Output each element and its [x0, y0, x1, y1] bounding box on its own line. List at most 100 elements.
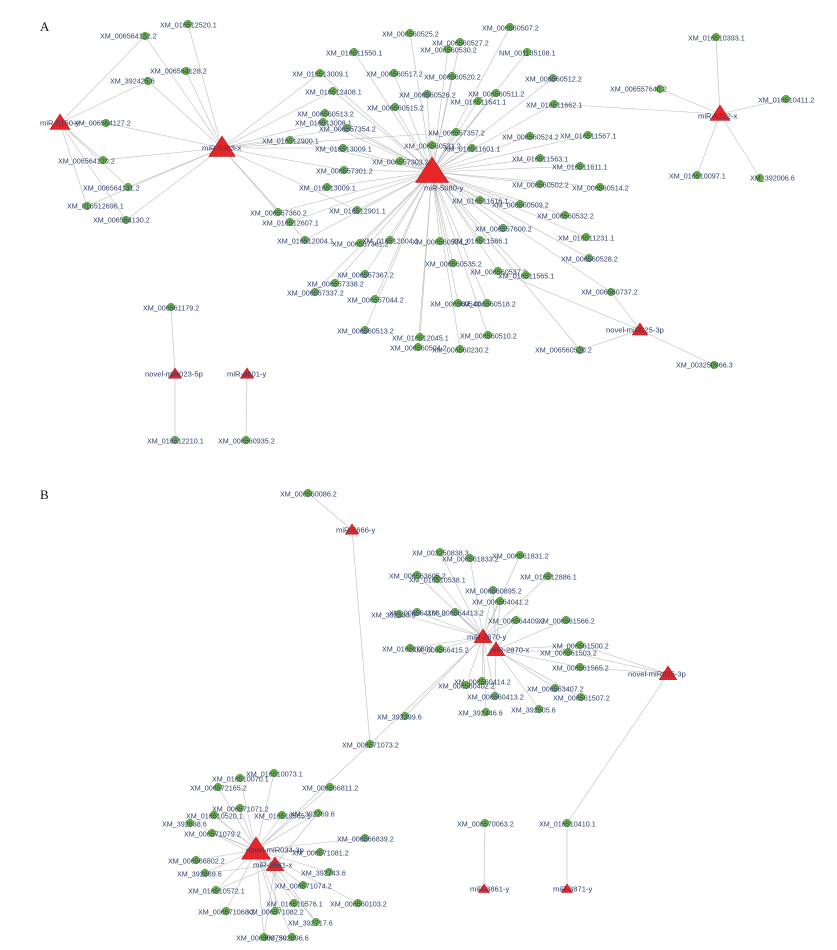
- mirna-label: miR-9581-x: [253, 861, 292, 870]
- target-label: XM_003250838.3: [412, 549, 469, 558]
- target-circle: [213, 782, 223, 792]
- target-circle: [575, 640, 585, 650]
- target-circle: [534, 704, 544, 714]
- mirna-label: novel-miR034-3p: [246, 846, 304, 855]
- edge-m3-e6: [431, 171, 601, 188]
- target-circle: [490, 691, 500, 701]
- target-node: XM_006571071.2: [212, 803, 269, 814]
- target-node: XM_016511567.1: [560, 130, 616, 141]
- target-circle: [211, 885, 221, 895]
- target-circle: [273, 207, 283, 217]
- mirna-triangle: [709, 104, 731, 121]
- edge-m4-i5: [719, 113, 761, 179]
- edge-m5-g4: [497, 270, 641, 331]
- edge-m1-a8: [59, 122, 88, 207]
- target-label: XM_006560528.2: [561, 255, 618, 264]
- mirna-triangle: [167, 367, 183, 379]
- edge-m3-f5: [304, 171, 433, 241]
- edge-n4-u9: [566, 673, 669, 824]
- target-label: XM_006557640.2: [610, 85, 667, 94]
- mirna-label: miR-3601-y: [227, 370, 266, 379]
- target-node: XM_392743.6: [301, 867, 346, 878]
- target-label: XM_006560518.2: [459, 300, 516, 309]
- edge-m2-a4: [147, 80, 223, 149]
- mirna-triangle: [477, 883, 491, 893]
- target-label: XM_392717.6: [288, 919, 333, 928]
- mirna-label: miR-3871-y: [553, 885, 592, 894]
- target-label: XM_016510393.1: [688, 34, 745, 43]
- target-label: XM_016510572.1: [188, 887, 245, 896]
- edge-m3-g8: [374, 171, 433, 300]
- target-node: XM_003250966.3: [676, 361, 733, 370]
- target-node: XM_006560520.2: [535, 346, 592, 355]
- target-node: XM_016511662.1: [526, 99, 582, 110]
- edge-n2-p8: [482, 600, 501, 638]
- target-circle: [289, 898, 299, 908]
- edge-layer: [59, 23, 787, 938]
- target-circle: [481, 707, 491, 717]
- edge-m3-f2: [289, 171, 433, 223]
- edge-m3-b1: [431, 26, 511, 173]
- target-label: XM_016511616.1: [452, 197, 508, 206]
- target-node: XM_006560230.2: [432, 344, 489, 355]
- target-circle: [475, 235, 485, 245]
- edge-n3-q9: [495, 649, 569, 653]
- target-node: XM_016512886.1: [520, 571, 577, 582]
- edge-m2-d1: [221, 127, 348, 149]
- target-node: XM_016513008.1: [295, 117, 352, 128]
- edge-n2-r4: [465, 636, 484, 686]
- target-label: XM_006557360.2: [250, 209, 307, 218]
- edge-n6-t7: [204, 864, 276, 874]
- target-node: XM_392446.6: [458, 707, 503, 718]
- mirna-node: miR-5080-y: [414, 156, 463, 193]
- edge-m2-a1: [187, 23, 223, 149]
- target-circle: [755, 173, 765, 183]
- target-circle: [269, 768, 279, 778]
- target-node: XM_016513009.1: [299, 182, 356, 193]
- target-label: XM_003250966.3: [676, 361, 733, 370]
- target-node: XM_003250838.3: [412, 547, 469, 558]
- target-label: XM_016513009.1: [299, 184, 356, 193]
- target-node: XM_006564131.2: [83, 182, 140, 193]
- target-circle: [515, 550, 525, 560]
- target-node: XM_006557640.2: [610, 85, 667, 94]
- target-circle: [209, 810, 219, 820]
- edge-m2-a9: [125, 147, 223, 221]
- target-node: XM_006557337.2: [287, 287, 344, 298]
- target-node: XM_006564413.2: [427, 607, 484, 618]
- target-label: XM_016510070.1: [212, 775, 269, 784]
- target-node: XM_016512520.1: [160, 19, 217, 30]
- edge-m6-i7: [170, 306, 176, 375]
- target-node: XM_006571073.2: [342, 739, 399, 750]
- target-circle: [394, 609, 404, 619]
- target-circle: [287, 932, 297, 942]
- edge-n5-t2: [211, 832, 257, 851]
- target-node: XM_006560534.2: [412, 236, 469, 247]
- target-node: XM_016510302.1: [382, 643, 439, 654]
- edge-n2-r2: [481, 636, 484, 682]
- mirna-triangle: [265, 856, 285, 871]
- target-label: XM_006560737.2: [581, 288, 638, 297]
- target-circle: [575, 662, 585, 672]
- target-circle: [315, 847, 325, 857]
- mirna-node: miR-2870-y: [467, 628, 506, 643]
- edge-n5-s5: [255, 786, 331, 851]
- target-label: XM_016512004.1: [277, 237, 334, 246]
- target-label: XM_016512901.1: [329, 207, 386, 216]
- target-circle: [583, 130, 593, 140]
- target-label: XM_006560413.2: [467, 693, 524, 702]
- target-circle: [320, 108, 330, 118]
- target-circle: [235, 773, 245, 783]
- mirna-triangle: [486, 641, 506, 656]
- target-label: XM_006560537.2: [470, 268, 527, 277]
- target-label: XM_006566839.2: [337, 835, 394, 844]
- edge-n2-p6: [482, 589, 494, 638]
- target-label: XM_006561565.2: [552, 664, 609, 673]
- target-label: XM_016511231.1: [558, 234, 614, 243]
- edge-m2-c3: [221, 90, 334, 149]
- target-circle: [360, 833, 370, 843]
- target-label: XM_006560525.2: [382, 30, 439, 39]
- target-circle: [550, 683, 560, 693]
- target-node: XM_016510393.1: [688, 32, 745, 43]
- mirna-triangle: [473, 628, 493, 643]
